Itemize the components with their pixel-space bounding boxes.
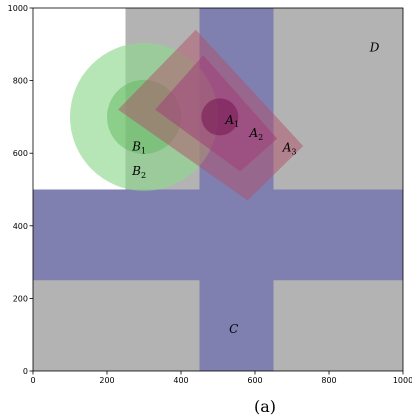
x-tick-label-600: 600	[247, 376, 262, 385]
region-a1	[201, 98, 239, 136]
y-tick-label-200: 200	[13, 294, 28, 303]
label-d: D	[369, 41, 380, 55]
y-tick-label-400: 400	[13, 222, 28, 231]
label-a3: A3	[282, 140, 297, 156]
y-tick-label-800: 800	[13, 77, 28, 86]
x-tick-label-1000: 1000	[393, 376, 412, 385]
x-tick-label-400: 400	[173, 376, 188, 385]
y-tick-label-600: 600	[13, 149, 28, 158]
label-b2: B2	[131, 164, 146, 180]
x-tick-label-200: 200	[99, 376, 114, 385]
label-b1: B1	[131, 139, 146, 155]
label-a1: A1	[224, 113, 239, 129]
plot-area: A1 A2 A3 B1 B2 C D	[33, 8, 403, 371]
y-tick-label-1000: 1000	[8, 4, 28, 13]
axes: 0 200 400 600 800 1000 0 200 400 600 800 1000	[8, 4, 412, 385]
label-a2: A2	[248, 126, 263, 142]
y-tick-label-0: 0	[23, 367, 28, 376]
axes-frame	[32, 7, 404, 372]
x-tick-label-0: 0	[30, 376, 35, 385]
region-c-part-2	[33, 189, 403, 281]
label-c: C	[229, 322, 238, 336]
x-tick-label-800: 800	[321, 376, 336, 385]
figure-caption: (a)	[254, 397, 276, 416]
